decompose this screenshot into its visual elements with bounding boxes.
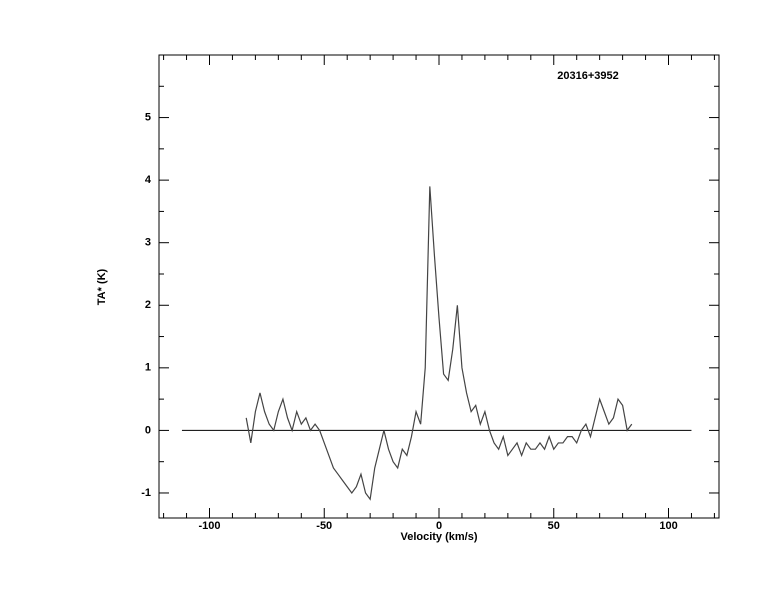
x-tick-label: -50: [316, 520, 332, 532]
y-tick-label: -1: [141, 487, 151, 499]
y-tick-label: 1: [145, 362, 151, 374]
x-tick-label: 50: [548, 520, 560, 532]
x-tick-label: 0: [436, 520, 442, 532]
spectrum-line: [245, 186, 633, 501]
y-tick-label: 5: [145, 111, 151, 123]
x-axis-label: Velocity (km/s): [400, 531, 477, 543]
plot-frame: [158, 54, 720, 519]
x-tick-label: 100: [659, 520, 677, 532]
y-tick-label: 4: [145, 174, 152, 186]
y-tick-label: 0: [145, 424, 151, 436]
y-tick-label: 3: [145, 237, 151, 249]
y-tick-label: 2: [145, 299, 151, 311]
chart-title: 20316+3952: [557, 70, 618, 82]
y-axis-label: TA* (K): [96, 268, 108, 305]
x-tick-label: -100: [198, 520, 220, 532]
